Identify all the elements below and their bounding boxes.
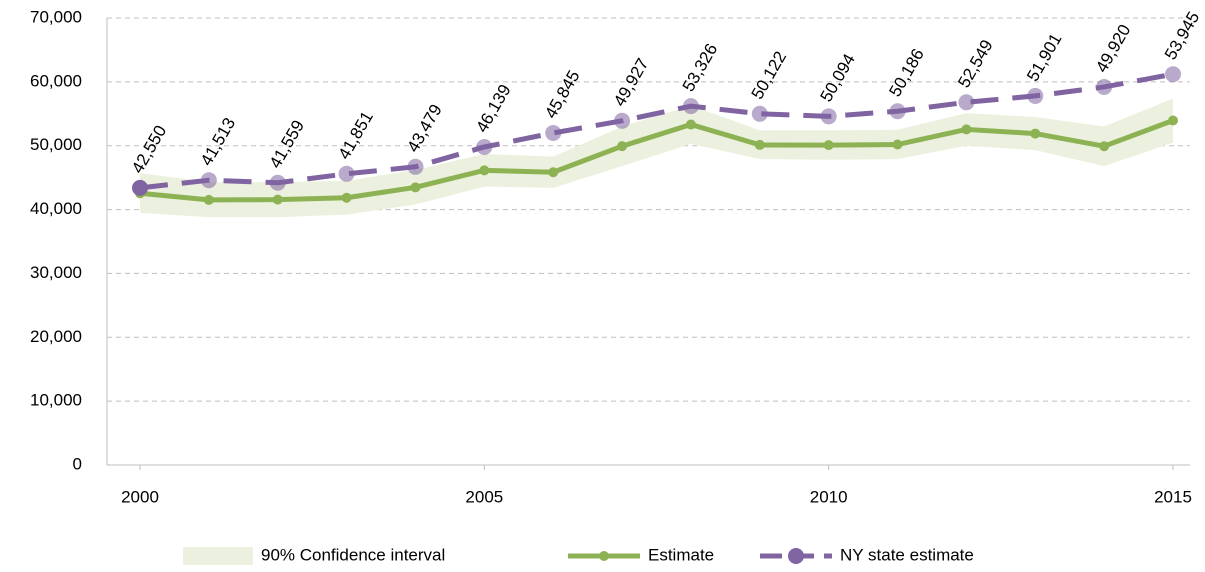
- estimate-marker: [1168, 115, 1178, 126]
- legend-label: Estimate: [648, 545, 714, 564]
- data-label: 46,139: [472, 81, 514, 136]
- ny-marker: [820, 108, 837, 125]
- legend-marker: [599, 551, 609, 561]
- ny-marker: [476, 138, 493, 155]
- estimate-line: [139, 118, 1174, 203]
- data-label: 51,901: [1023, 30, 1065, 85]
- estimate-marker: [892, 139, 903, 150]
- legend-marker: [788, 548, 804, 564]
- data-label: 50,094: [817, 51, 859, 106]
- estimate-marker: [617, 141, 628, 152]
- data-label: 43,479: [403, 101, 445, 156]
- estimate-marker: [823, 140, 834, 151]
- y-tick-label: 0: [73, 454, 82, 473]
- y-tick-label: 10,000: [30, 391, 82, 410]
- ny-marker: [200, 172, 217, 189]
- estimate-marker: [1030, 128, 1041, 139]
- legend-label: 90% Confidence interval: [261, 545, 445, 564]
- ny-marker: [958, 94, 975, 111]
- estimate-marker: [272, 194, 283, 205]
- estimate-marker: [754, 139, 765, 150]
- ny-marker: [751, 105, 768, 122]
- data-label: 42,550: [128, 122, 170, 177]
- data-label: 41,851: [334, 108, 376, 163]
- estimate-marker: [341, 192, 352, 203]
- estimate-marker: [961, 124, 972, 135]
- ny-marker: [1027, 87, 1044, 104]
- estimate-marker: [1099, 141, 1110, 152]
- legend-label: NY state estimate: [840, 545, 974, 564]
- y-tick-label: 20,000: [30, 327, 82, 346]
- data-label: 52,549: [954, 37, 996, 92]
- legend-swatch: [183, 547, 253, 565]
- data-label: 53,945: [1161, 8, 1203, 63]
- y-tick-label: 70,000: [30, 7, 82, 26]
- ny-marker: [338, 165, 355, 182]
- ny-marker: [269, 174, 286, 191]
- estimate-marker: [685, 119, 696, 130]
- x-tick-label: 2015: [1154, 487, 1192, 506]
- x-tick-label: 2005: [465, 487, 503, 506]
- data-label: 41,513: [197, 114, 239, 169]
- estimate-marker: [203, 194, 214, 205]
- x-tick-label: 2010: [810, 487, 848, 506]
- y-tick-label: 30,000: [30, 263, 82, 282]
- data-label: 50,122: [748, 48, 790, 103]
- y-tick-label: 40,000: [30, 199, 82, 218]
- data-label: 49,927: [610, 55, 652, 110]
- data-label: 49,920: [1092, 21, 1134, 76]
- ny-marker: [407, 158, 424, 175]
- data-label: 53,326: [679, 40, 721, 95]
- y-tick-label: 50,000: [30, 135, 82, 154]
- data-label: 41,559: [266, 117, 308, 172]
- estimate-marker: [479, 165, 490, 176]
- estimate-marker: [410, 182, 421, 193]
- ny-marker: [132, 179, 148, 196]
- x-tick-label: 2000: [121, 487, 159, 506]
- y-tick-label: 60,000: [30, 71, 82, 90]
- ny-marker: [1165, 66, 1181, 83]
- ny-marker: [889, 103, 906, 120]
- ny-marker: [1096, 78, 1113, 95]
- estimate-marker: [548, 167, 559, 178]
- data-label: 50,186: [885, 45, 927, 100]
- ny-marker: [545, 124, 562, 141]
- ny-marker: [614, 112, 631, 129]
- ny-line: [139, 71, 1174, 191]
- ny-marker: [682, 98, 699, 115]
- data-label: 45,845: [541, 67, 583, 122]
